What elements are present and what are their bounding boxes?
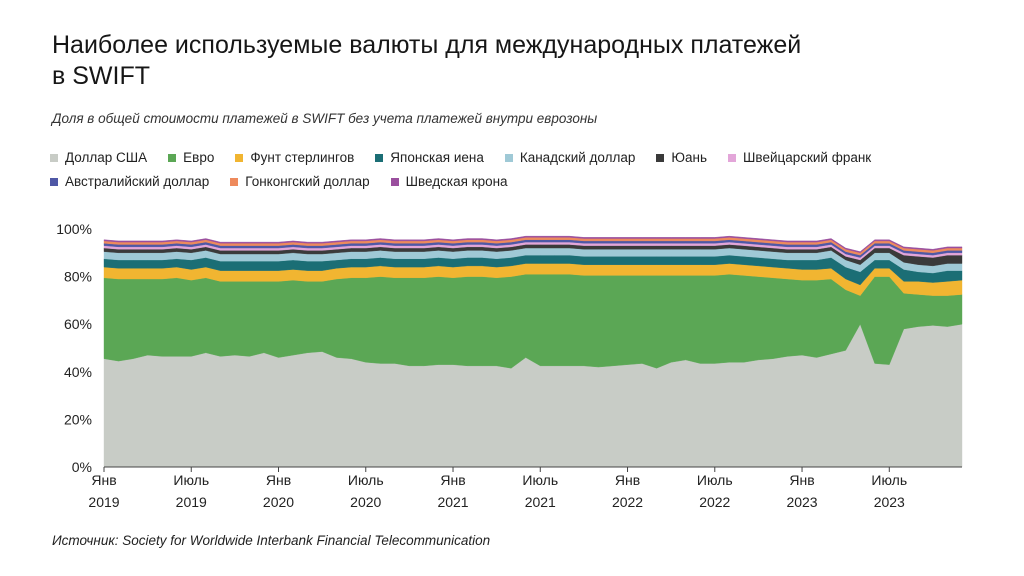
- legend-swatch: [375, 153, 384, 162]
- x-tick-label-year: 2023: [786, 494, 817, 510]
- x-tick-label-year: 2019: [88, 494, 119, 510]
- x-tick-label-month: Янв: [91, 472, 116, 488]
- x-tick-label-month: Янв: [615, 472, 640, 488]
- legend-item: Евро: [168, 150, 214, 165]
- x-tick-label-year: 2020: [350, 494, 381, 510]
- x-tick-label-month: Июль: [348, 472, 384, 488]
- y-tick-label: 40%: [64, 364, 92, 380]
- legend-label: Юань: [671, 150, 708, 165]
- x-tick-label-month: Июль: [871, 472, 907, 488]
- x-tick-label-month: Июль: [173, 472, 209, 488]
- y-tick-label: 80%: [64, 269, 92, 285]
- legend-swatch: [168, 153, 177, 162]
- x-tick-label-year: 2020: [263, 494, 294, 510]
- legend-label: Доллар США: [65, 150, 148, 165]
- legend-label: Швейцарский франк: [743, 150, 872, 165]
- x-tick-label-year: 2019: [176, 494, 207, 510]
- legend-swatch: [50, 177, 58, 186]
- legend-swatch: [50, 153, 58, 162]
- legend-label: Шведская крона: [405, 174, 508, 189]
- x-tick-label-month: Янв: [440, 472, 465, 488]
- y-tick-label: 60%: [64, 316, 92, 332]
- y-tick-label: 20%: [64, 411, 92, 427]
- legend-swatch: [230, 177, 239, 186]
- chart-source: Источник: Society for Worldwide Interban…: [52, 533, 491, 548]
- x-tick-label-year: 2021: [437, 494, 468, 510]
- legend-item: Фунт стерлингов: [235, 150, 354, 165]
- legend-item: Швейцарский франк: [728, 150, 871, 165]
- x-tick-label-year: 2023: [874, 494, 905, 510]
- legend-swatch: [235, 153, 244, 162]
- chart-subtitle: Доля в общей стоимости платежей в SWIFT …: [52, 111, 598, 126]
- legend-item: Японская иена: [375, 150, 484, 165]
- x-tick-label-month: Июль: [522, 472, 558, 488]
- area-series-9: [103, 235, 963, 254]
- x-tick-label-year: 2022: [699, 494, 730, 510]
- legend-swatch: [656, 153, 665, 162]
- legend-label: Канадский доллар: [519, 150, 636, 165]
- x-tick-label-month: Янв: [789, 472, 814, 488]
- y-tick-label: 100%: [56, 221, 92, 237]
- legend-label: Фунт стерлингов: [250, 150, 355, 165]
- chart-legend: Доллар США Евро Фунт стерлингов Японская ие…: [50, 150, 990, 189]
- legend-item: Гонконгский доллар: [230, 174, 370, 189]
- legend-label: Японская иена: [390, 150, 484, 165]
- x-tick-label-month: Июль: [697, 472, 733, 488]
- legend-label: Евро: [183, 150, 215, 165]
- legend-item: Юань: [656, 150, 707, 165]
- legend-swatch: [390, 177, 399, 186]
- legend-item: Доллар США: [50, 150, 147, 165]
- x-tick-label-month: Янв: [266, 472, 291, 488]
- chart-title: Наиболее используемые валюты для междуна…: [52, 31, 802, 90]
- legend-item: Шведская крона: [390, 174, 508, 189]
- legend-label: Гонконгский доллар: [245, 174, 370, 189]
- x-tick-label-year: 2022: [612, 494, 643, 510]
- y-tick-label: 0%: [72, 459, 92, 475]
- legend-item: Австралийский доллар: [50, 174, 209, 189]
- legend-item: Канадский доллар: [504, 150, 636, 165]
- legend-swatch: [728, 153, 737, 162]
- legend-label: Австралийский доллар: [65, 174, 210, 189]
- legend-swatch: [504, 153, 513, 162]
- x-tick-label-year: 2021: [525, 494, 556, 510]
